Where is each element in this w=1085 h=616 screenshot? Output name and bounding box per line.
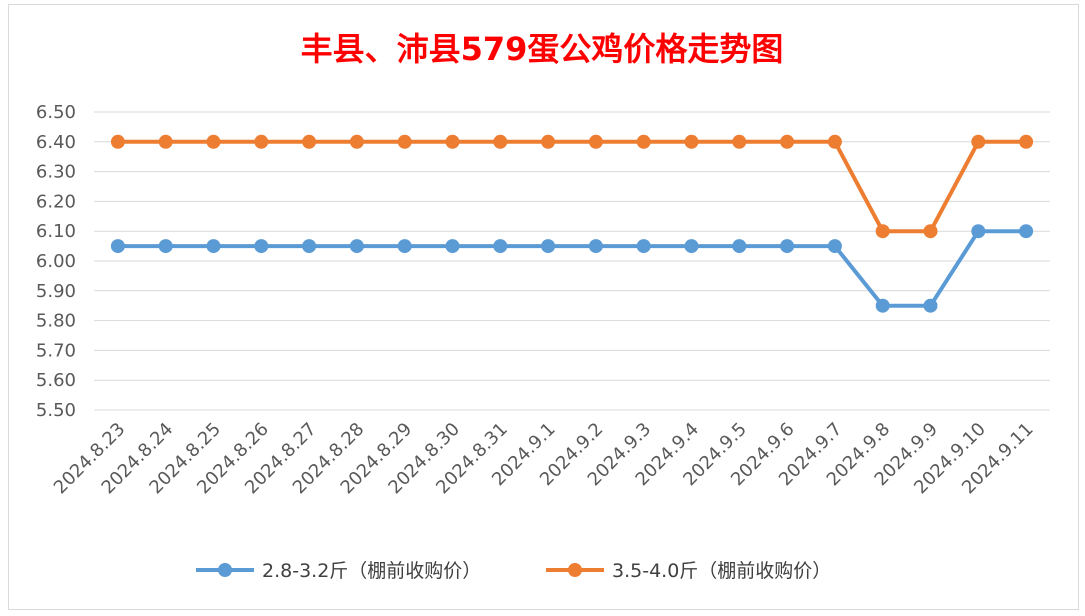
data-point	[1019, 134, 1034, 149]
legend-item: 3.5-4.0斤（棚前收购价）	[546, 560, 831, 582]
data-point	[923, 298, 938, 313]
chart-title: 丰县、沛县579蛋公鸡价格走势图	[301, 30, 784, 68]
data-point	[206, 239, 221, 254]
data-point	[684, 239, 699, 254]
grid-lines	[94, 111, 1050, 411]
data-point	[445, 239, 460, 254]
data-point	[588, 239, 603, 254]
y-axis-ticks: 5.50 5.60 5.70 5.80 5.90 6.00 6.10 6.20 6.30 6.40…	[36, 102, 76, 421]
data-point	[397, 134, 412, 149]
y-tick-label: 6.30	[36, 162, 76, 183]
y-tick-label: 6.40	[36, 132, 76, 153]
y-tick-label: 6.00	[36, 251, 76, 272]
y-tick-label: 6.10	[36, 221, 76, 242]
data-point	[493, 239, 508, 254]
data-point	[302, 134, 317, 149]
y-tick-label: 5.70	[36, 340, 76, 361]
data-point	[732, 239, 747, 254]
data-point	[875, 224, 890, 239]
data-point	[684, 134, 699, 149]
series-1	[110, 224, 1034, 313]
data-point	[1019, 224, 1034, 239]
series-2	[110, 134, 1034, 239]
data-point	[971, 134, 986, 149]
data-point	[349, 239, 364, 254]
legend-marker	[218, 563, 232, 577]
y-tick-label: 6.20	[36, 191, 76, 212]
data-point	[302, 239, 317, 254]
data-point	[636, 134, 651, 149]
legend: 2.8-3.2斤（棚前收购价） 3.5-4.0斤（棚前收购价）	[196, 560, 831, 582]
series-layer	[110, 134, 1034, 313]
data-point	[875, 298, 890, 313]
data-point	[110, 134, 125, 149]
data-point	[493, 134, 508, 149]
y-tick-label: 6.50	[36, 102, 76, 123]
data-point	[923, 224, 938, 239]
data-point	[445, 134, 460, 149]
data-point	[110, 239, 125, 254]
data-point	[397, 239, 412, 254]
data-point	[254, 134, 269, 149]
data-point	[541, 134, 556, 149]
data-point	[971, 224, 986, 239]
data-point	[827, 134, 842, 149]
legend-label: 2.8-3.2斤（棚前收购价）	[262, 560, 481, 582]
series-line	[117, 139, 1027, 234]
data-point	[780, 239, 795, 254]
x-axis-ticks: 2024.8.232024.8.242024.8.252024.8.262024…	[50, 419, 1038, 499]
data-point	[780, 134, 795, 149]
data-point	[349, 134, 364, 149]
y-tick-label: 5.90	[36, 281, 76, 302]
y-tick-label: 5.50	[36, 400, 76, 421]
series-line	[117, 229, 1027, 308]
legend-marker	[568, 563, 582, 577]
data-point	[254, 239, 269, 254]
legend-item: 2.8-3.2斤（棚前收购价）	[196, 560, 481, 582]
y-tick-label: 5.80	[36, 311, 76, 332]
data-point	[206, 134, 221, 149]
data-point	[541, 239, 556, 254]
data-point	[588, 134, 603, 149]
data-point	[158, 239, 173, 254]
legend-label: 3.5-4.0斤（棚前收购价）	[612, 560, 831, 582]
data-point	[158, 134, 173, 149]
y-tick-label: 5.60	[36, 370, 76, 391]
data-point	[732, 134, 747, 149]
data-point	[827, 239, 842, 254]
data-point	[636, 239, 651, 254]
